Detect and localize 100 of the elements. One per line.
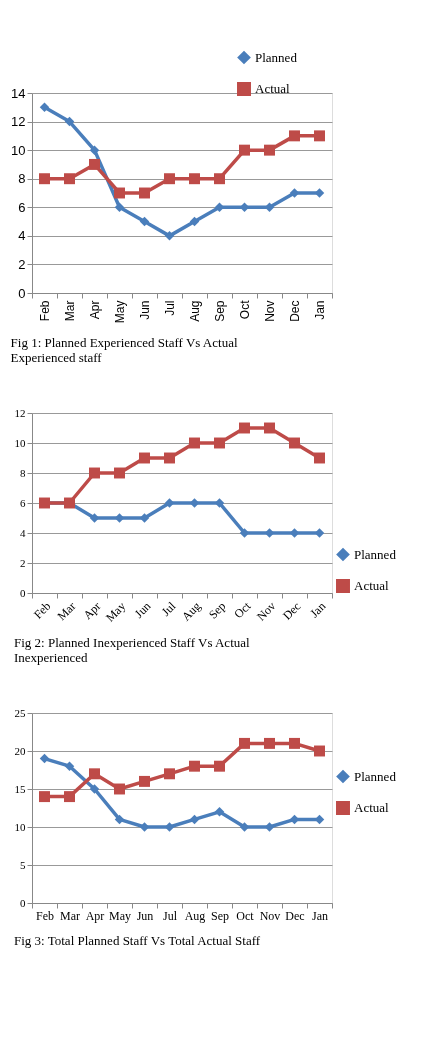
point (189, 760, 200, 772)
x-tick-label: Apr (80, 599, 104, 623)
point (139, 216, 150, 227)
point (164, 452, 175, 464)
point (214, 437, 225, 449)
legend-label: Actual (354, 578, 390, 593)
y-tick-label: 2 (18, 256, 26, 272)
point (214, 807, 225, 817)
point (114, 783, 125, 795)
point (189, 173, 200, 185)
point (64, 173, 75, 185)
y-tick-label: 25 (14, 706, 26, 719)
x-tick-label: Jul (163, 300, 177, 316)
point (39, 753, 50, 764)
x-tick-label: May (113, 300, 127, 324)
point (289, 130, 300, 142)
x-tick-label: Aug (178, 599, 204, 624)
y-tick-label: 6 (20, 496, 26, 509)
point (64, 761, 75, 771)
point (139, 775, 150, 787)
point (289, 437, 300, 449)
point (89, 467, 100, 479)
point (89, 768, 100, 780)
point (214, 760, 225, 772)
point (64, 116, 75, 127)
y-tick-label: 14 (11, 85, 26, 101)
point (114, 187, 125, 199)
point (189, 437, 200, 449)
caption: Fig 2: Planned Inexperienced Staff Vs Actual Inexperienced (14, 635, 251, 666)
y-tick-label: 6 (18, 199, 26, 215)
y-tick-label: 12 (11, 114, 26, 130)
legend-label: Actual (255, 81, 291, 96)
x-tick-label: Mar (60, 908, 80, 923)
x-tick-label: Jan (313, 300, 327, 320)
x-tick-label: May (109, 908, 131, 923)
point (164, 231, 175, 241)
point (264, 737, 275, 749)
x-tick-label: Feb (30, 599, 54, 622)
point (64, 791, 75, 803)
point (314, 745, 325, 757)
point (39, 791, 50, 803)
x-tick-label: Dec (279, 599, 304, 623)
x-tick-label: May (103, 599, 129, 625)
x-tick-label: Oct (238, 299, 252, 320)
y-tick-label: 4 (20, 526, 26, 539)
point (239, 737, 250, 749)
x-tick-label: Nov (259, 908, 281, 923)
x-tick-label: Feb (38, 300, 52, 322)
y-tick-label: 0 (18, 285, 26, 301)
point (164, 173, 175, 185)
point (189, 216, 200, 227)
legend-label: Planned (354, 768, 397, 784)
point (89, 158, 100, 170)
x-tick-label: Feb (36, 908, 54, 923)
point (314, 130, 325, 142)
x-tick-label: Jun (138, 300, 152, 320)
x-tick-label: Jan (312, 908, 328, 923)
x-tick-label: Dec (288, 300, 302, 322)
point (39, 102, 50, 113)
x-tick-label: Sep (213, 300, 227, 322)
y-tick-label: 0 (20, 586, 26, 599)
x-tick-label: Mar (54, 599, 79, 624)
x-tick-label: Oct (236, 908, 255, 923)
caption: Fig 3: Total Planned Staff Vs Total Actual Staff (14, 933, 261, 948)
x-tick-label: Mar (63, 300, 77, 322)
point (239, 422, 250, 434)
y-tick-label: 12 (14, 406, 26, 419)
legend-label: Planned (354, 546, 397, 562)
point (139, 187, 150, 199)
y-tick-label: 20 (14, 744, 26, 757)
x-tick-label: Jun (136, 908, 154, 923)
y-tick-label: 10 (14, 436, 26, 449)
y-tick-label: 8 (20, 466, 26, 479)
point (164, 768, 175, 780)
y-tick-label: 2 (20, 556, 26, 569)
x-tick-label: Apr (88, 300, 102, 320)
y-tick-label: 10 (11, 142, 26, 158)
point (289, 737, 300, 749)
x-tick-label: Jun (131, 599, 154, 621)
point (89, 784, 100, 794)
x-tick-label: Jul (158, 598, 179, 619)
point (114, 814, 125, 825)
x-tick-label: Aug (184, 908, 206, 923)
x-tick-label: Oct (231, 598, 254, 622)
point (89, 145, 100, 155)
y-tick-label: 10 (14, 820, 26, 833)
x-tick-label: Jan (307, 599, 329, 621)
caption: Fig 1: Planned Experienced Staff Vs Actual Experienced staff (10, 334, 238, 365)
legend-label: Planned (255, 49, 298, 65)
point (264, 144, 275, 156)
y-tick-label: 8 (18, 171, 26, 187)
x-tick-label: Sep (211, 908, 229, 923)
point (314, 452, 325, 464)
point (214, 173, 225, 185)
point (264, 422, 275, 434)
y-tick-label: 4 (18, 228, 26, 244)
legend-label: Actual (354, 800, 390, 815)
point (139, 452, 150, 464)
x-tick-label: Aug (188, 300, 202, 322)
y-tick-label: 0 (20, 896, 26, 909)
